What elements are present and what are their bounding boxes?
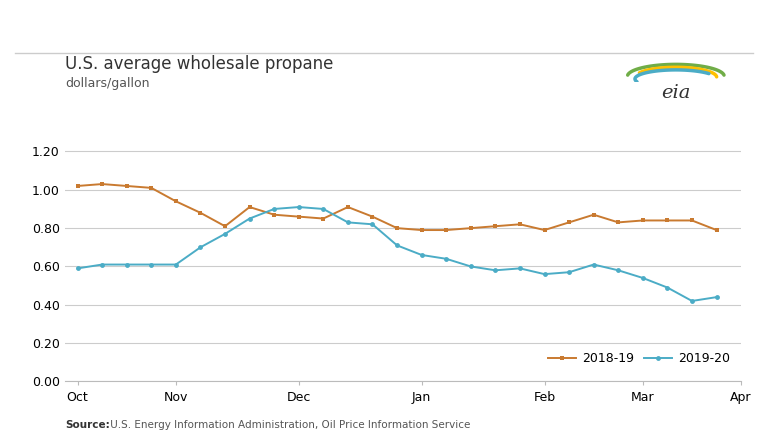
- 2018-19: [220, 224, 230, 229]
- 2019-20: [491, 268, 500, 273]
- 2018-19: [343, 205, 353, 210]
- 2018-19: [98, 181, 107, 187]
- 2018-19: [589, 212, 598, 217]
- 2018-19: [319, 216, 328, 221]
- 2019-20: [687, 298, 697, 303]
- 2019-20: [220, 231, 230, 236]
- 2018-19: [392, 225, 402, 231]
- 2019-20: [319, 206, 328, 212]
- 2019-20: [417, 252, 426, 258]
- 2018-19: [294, 214, 303, 219]
- 2019-20: [73, 266, 82, 271]
- 2018-19: [73, 183, 82, 189]
- 2018-19: [515, 222, 525, 227]
- Text: dollars/gallon: dollars/gallon: [65, 78, 150, 90]
- 2018-19: [245, 205, 254, 210]
- 2019-20: [614, 268, 623, 273]
- 2018-19: [442, 228, 451, 233]
- 2019-20: [589, 262, 598, 267]
- 2018-19: [614, 220, 623, 225]
- 2019-20: [712, 295, 721, 300]
- 2019-20: [442, 256, 451, 262]
- 2019-20: [638, 275, 647, 280]
- 2019-20: [368, 222, 377, 227]
- 2019-20: [245, 216, 254, 221]
- 2019-20: [98, 262, 107, 267]
- 2019-20: [196, 245, 205, 250]
- 2018-19: [491, 224, 500, 229]
- 2019-20: [663, 285, 672, 290]
- Text: Source:: Source:: [65, 420, 110, 430]
- 2018-19: [712, 228, 721, 233]
- Text: eia: eia: [661, 84, 690, 102]
- 2018-19: [270, 212, 279, 217]
- 2018-19: [663, 218, 672, 223]
- 2018-19: [466, 225, 475, 231]
- 2019-20: [147, 262, 156, 267]
- 2019-20: [540, 272, 549, 277]
- Line: 2018-19: 2018-19: [75, 182, 719, 232]
- 2018-19: [368, 214, 377, 219]
- 2018-19: [564, 220, 574, 225]
- 2018-19: [417, 228, 426, 233]
- 2019-20: [294, 205, 303, 210]
- 2019-20: [515, 266, 525, 271]
- 2018-19: [147, 185, 156, 191]
- 2019-20: [171, 262, 180, 267]
- 2018-19: [171, 198, 180, 204]
- 2018-19: [638, 218, 647, 223]
- Text: U.S. Energy Information Administration, Oil Price Information Service: U.S. Energy Information Administration, …: [107, 420, 470, 430]
- 2019-20: [392, 243, 402, 248]
- 2018-19: [196, 210, 205, 216]
- Line: 2019-20: 2019-20: [75, 205, 719, 303]
- 2018-19: [687, 218, 697, 223]
- 2019-20: [564, 269, 574, 275]
- 2019-20: [343, 220, 353, 225]
- Legend: 2018-19, 2019-20: 2018-19, 2019-20: [544, 347, 735, 370]
- Text: U.S. average wholesale propane: U.S. average wholesale propane: [65, 55, 333, 73]
- 2018-19: [122, 183, 131, 189]
- 2019-20: [122, 262, 131, 267]
- 2019-20: [270, 206, 279, 212]
- 2018-19: [540, 228, 549, 233]
- 2019-20: [466, 264, 475, 269]
